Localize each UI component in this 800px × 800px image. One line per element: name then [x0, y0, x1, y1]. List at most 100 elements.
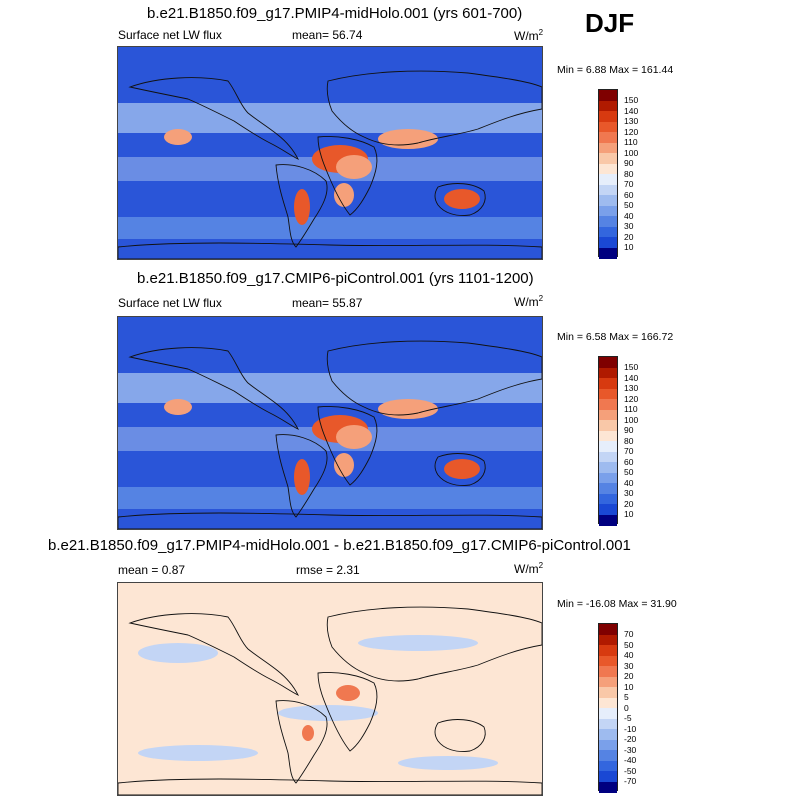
colorbar-tick-label: -5 — [624, 713, 632, 723]
map-field-patch — [378, 129, 438, 149]
colorbar-swatch — [599, 760, 617, 772]
coastline — [326, 70, 542, 146]
colorbar-swatch — [599, 142, 617, 154]
colorbar-swatch — [599, 781, 617, 793]
colorbar-tick-label: -70 — [624, 776, 637, 786]
colorbar-tick-label: 5 — [624, 692, 629, 702]
coastline — [128, 613, 300, 697]
colorbar-tick-label: 110 — [624, 404, 638, 414]
panel-2-units: W/m2 — [514, 294, 544, 309]
colorbar-tick-label: -30 — [624, 744, 637, 755]
colorbar-swatch — [599, 174, 617, 185]
colorbar-tick-label: 70 — [624, 446, 634, 456]
map-field-patch — [398, 756, 498, 770]
coastline — [317, 672, 378, 752]
colorbar-tick-label: 10 — [624, 681, 634, 692]
colorbar-swatch — [599, 676, 617, 688]
colorbar-tick-label: 40 — [624, 210, 634, 221]
coastline — [275, 434, 328, 518]
colorbar-swatch — [599, 163, 617, 175]
season-label: DJF — [585, 8, 635, 38]
colorbar-tick-label: 70 — [624, 629, 634, 639]
colorbar-swatch — [599, 247, 617, 259]
panel-1-variable-label: Surface net LW flux — [118, 28, 222, 42]
colorbar-swatch — [599, 462, 617, 473]
colorbar-tick-label: 140 — [624, 105, 639, 116]
panel-3-map — [117, 582, 543, 796]
colorbar-swatch — [599, 708, 617, 719]
colorbar-tick-label: 50 — [624, 639, 634, 650]
panel-3-minmax: Min = -16.08 Max = 31.90 — [557, 598, 677, 610]
colorbar-tick-label: 20 — [624, 498, 634, 509]
map-field-patch — [164, 129, 192, 145]
colorbar-swatch — [599, 237, 617, 248]
colorbar-tick-label: 60 — [624, 456, 634, 467]
colorbar-swatch — [599, 729, 617, 740]
coastline — [326, 606, 542, 682]
coastline — [317, 136, 378, 216]
colorbar-swatch — [599, 493, 617, 505]
colorbar-swatch — [599, 441, 617, 452]
colorbar-tick-label: -40 — [624, 755, 637, 765]
coastline — [275, 164, 328, 248]
colorbar-tick-label: 30 — [624, 488, 634, 498]
panel-2-map — [117, 316, 543, 530]
colorbar-tick-label: 120 — [624, 393, 639, 404]
map-field-patch — [334, 183, 354, 207]
map-field-patch — [444, 189, 480, 209]
coastline — [275, 700, 328, 784]
colorbar-tick-label: 70 — [624, 179, 634, 189]
colorbar-swatch — [599, 100, 617, 112]
colorbar-swatch — [599, 216, 617, 227]
colorbar-swatch — [599, 121, 617, 133]
coastline — [326, 340, 542, 416]
colorbar-tick-label: 30 — [624, 660, 634, 671]
panel-3-title: b.e21.B1850.f09_g17.PMIP4-midHolo.001 - … — [48, 537, 631, 554]
colorbar-swatch — [599, 739, 617, 751]
colorbar-tick-label: 110 — [624, 137, 638, 147]
map-field-patch — [378, 399, 438, 419]
colorbar-tick-label: 60 — [624, 189, 634, 200]
coastline — [317, 406, 378, 486]
colorbar-swatch — [599, 357, 617, 368]
map-field-patch — [336, 155, 372, 179]
colorbar-tick-label: 40 — [624, 650, 634, 660]
panel-2-minmax: Min = 6.58 Max = 166.72 — [557, 331, 674, 343]
colorbar-swatch — [599, 645, 617, 656]
colorbar-swatch — [599, 718, 617, 730]
colorbar-swatch — [599, 378, 617, 389]
map-field-patch — [444, 459, 480, 479]
colorbar-tick-label: 20 — [624, 671, 634, 681]
colorbar-tick-label: 120 — [624, 126, 639, 137]
colorbar-tick-label: 20 — [624, 231, 634, 242]
colorbar-swatch — [599, 666, 617, 677]
colorbar-swatch — [599, 750, 617, 761]
colorbar-swatch — [599, 655, 617, 667]
map-field-patch — [164, 399, 192, 415]
coastline — [118, 778, 542, 795]
panel-1-units: W/m2 — [514, 28, 544, 43]
colorbar-tick-label: 130 — [624, 116, 639, 126]
map-field-patch — [334, 453, 354, 477]
colorbar-tick-label: 80 — [624, 435, 634, 446]
panel-3-colorbar: 70 50 40 30 20 10 5 0 -5 -10 -20 -30 -40 -50 -70 — [598, 623, 636, 793]
colorbar-swatch — [599, 205, 617, 217]
colorbar-swatch — [599, 472, 617, 484]
colorbar-tick-label: 150 — [624, 95, 639, 105]
coastline — [434, 183, 486, 216]
panel-2-colorbar: 150 140 130 120 110 100 90 80 70 60 50 40 30 20 10 — [598, 356, 638, 526]
coastline — [118, 512, 542, 529]
map-field-patch — [294, 459, 310, 495]
colorbar-tick-label: 0 — [624, 702, 629, 713]
colorbar-tick-label: 130 — [624, 383, 639, 393]
coastline — [118, 242, 542, 259]
coastline — [434, 719, 486, 752]
colorbar-swatch — [599, 226, 617, 238]
colorbar-swatch — [599, 153, 617, 164]
map-field-patch — [336, 425, 372, 449]
colorbar-tick-label: 100 — [624, 147, 639, 158]
colorbar-swatch — [599, 483, 617, 494]
colorbar-swatch — [599, 367, 617, 379]
colorbar-swatch — [599, 409, 617, 421]
colorbar-swatch — [599, 184, 617, 196]
